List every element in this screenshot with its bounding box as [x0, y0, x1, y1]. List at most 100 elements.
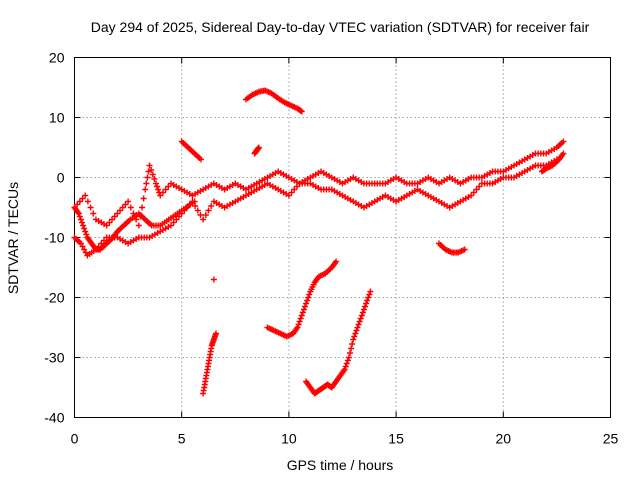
data-point [127, 204, 134, 211]
data-point [90, 210, 97, 217]
data-point [351, 333, 358, 340]
data-point [148, 167, 155, 173]
y-axis-label: SDTVAR / TECUs [5, 182, 21, 294]
data-point [349, 341, 356, 347]
data-point [75, 210, 82, 217]
data-point [306, 291, 313, 298]
data-point [194, 207, 201, 214]
y-tick-label: -20 [44, 290, 64, 306]
grid-lines [74, 57, 611, 418]
data-point [149, 171, 156, 178]
x-tick-label: 25 [603, 431, 619, 447]
data-point [303, 300, 310, 307]
data-point [364, 297, 371, 304]
data-point [135, 222, 142, 229]
data-point [155, 186, 162, 193]
data-point [365, 294, 372, 301]
data-point [202, 212, 209, 218]
chart-title: Day 294 of 2025, Sidereal Day-to-day VTE… [91, 19, 590, 35]
data-point [152, 180, 159, 187]
data-point [366, 291, 373, 298]
x-tick-label: 15 [388, 431, 404, 447]
data-point [299, 309, 306, 316]
series-trace-isolated [210, 276, 217, 283]
data-point [341, 366, 348, 373]
data-point [213, 330, 220, 337]
data-point [77, 216, 84, 223]
data-point [360, 306, 367, 313]
data-point [355, 321, 362, 328]
y-axis-ticks: -40 -30 -20 -10 0 10 20 [44, 50, 611, 426]
data-point [143, 180, 150, 187]
data-point [344, 357, 351, 364]
series-trace-small-6 [178, 138, 204, 163]
data-point [367, 288, 374, 295]
data-point [304, 297, 311, 304]
data-point [130, 210, 137, 217]
data-point [87, 204, 94, 211]
data-point [197, 156, 204, 163]
data-point [356, 318, 363, 325]
data-point [305, 294, 312, 301]
data-point [301, 303, 308, 310]
data-point [353, 327, 360, 334]
series-trace-deep-6 [200, 330, 220, 397]
data-point [560, 150, 567, 157]
data-point [297, 107, 304, 114]
data-point [142, 186, 149, 193]
data-point [76, 213, 83, 220]
data-point [146, 162, 153, 169]
y-tick-label: 10 [49, 110, 65, 126]
data-point [294, 324, 301, 331]
data-point [362, 303, 369, 310]
data-point [357, 315, 364, 322]
series-trace-right-dip [435, 240, 468, 256]
data-point [79, 219, 86, 226]
data-point [84, 198, 91, 205]
y-tick-label: -40 [44, 410, 64, 426]
data-point [191, 198, 198, 205]
data-point [125, 198, 132, 205]
data-point [300, 306, 307, 313]
data-point [295, 321, 302, 328]
x-tick-label: 20 [496, 431, 512, 447]
y-tick-label: -30 [44, 350, 64, 366]
data-point [80, 222, 87, 229]
data-point [296, 318, 303, 325]
series-trace-end [538, 150, 567, 175]
data-point [345, 354, 352, 361]
data-point [347, 350, 354, 356]
data-point [200, 216, 207, 223]
data-point [197, 212, 204, 218]
data-point [255, 144, 262, 151]
series-trace-spike-13 [243, 87, 305, 115]
data-point [298, 108, 305, 115]
data-point [363, 300, 370, 307]
data-point [297, 315, 304, 322]
data-point [154, 183, 161, 190]
y-tick-label: 0 [57, 170, 65, 186]
y-tick-label: 20 [49, 50, 65, 66]
data-point [354, 324, 361, 331]
x-axis-ticks: 0 5 10 15 20 25 [71, 57, 619, 447]
data-point [358, 312, 365, 319]
series-trace-dip-left [71, 198, 198, 253]
data-point [140, 195, 147, 202]
data-point [205, 207, 212, 214]
series-trace-main-lower [71, 156, 560, 259]
data-point [343, 360, 350, 367]
data-point [144, 174, 151, 181]
data-point [333, 258, 340, 265]
x-tick-label: 0 [71, 431, 79, 447]
series-trace-main-upper [71, 138, 567, 229]
series-trace-small-8.5 [251, 144, 262, 157]
data-point [352, 330, 359, 337]
data-point [298, 312, 305, 319]
series-trace-deep-11-13 [303, 288, 374, 397]
data-point [560, 138, 567, 145]
data-point [359, 309, 366, 316]
data-point [82, 192, 89, 199]
y-tick-label: -10 [44, 230, 64, 246]
data-point [82, 228, 89, 235]
x-tick-label: 5 [178, 431, 186, 447]
